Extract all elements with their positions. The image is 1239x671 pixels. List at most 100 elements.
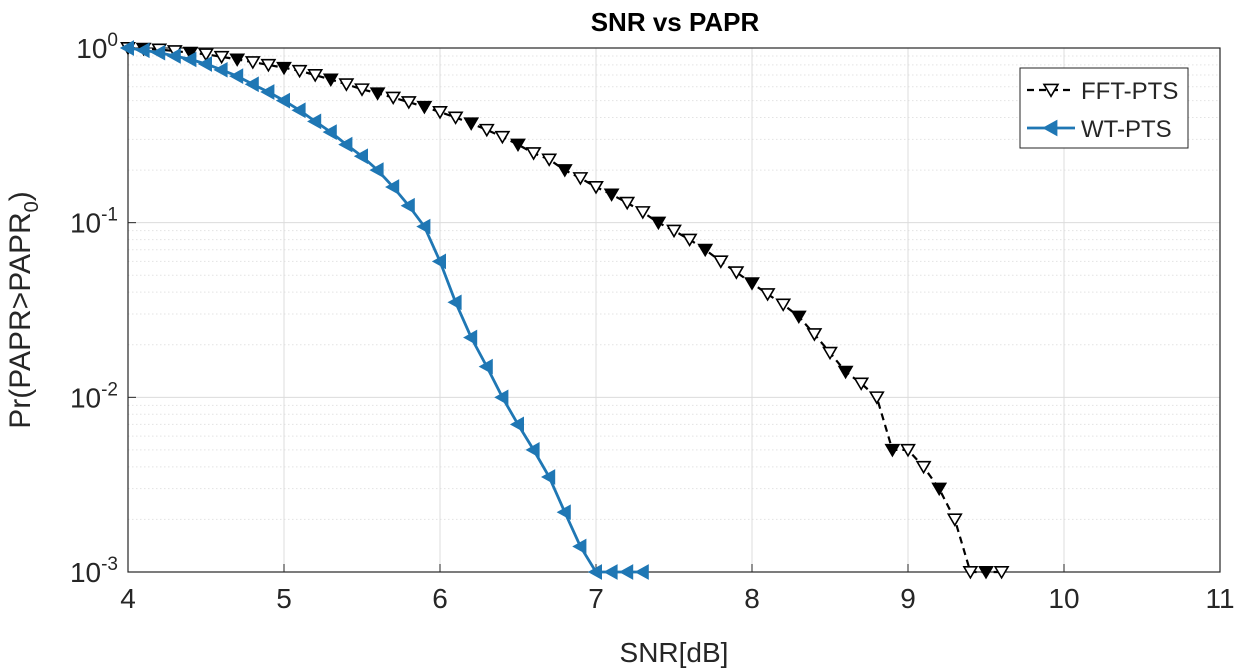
data-point — [587, 564, 602, 580]
data-point — [712, 255, 729, 269]
data-point — [634, 206, 651, 220]
data-point — [369, 162, 384, 178]
data-point — [962, 566, 979, 580]
data-point — [151, 44, 166, 61]
data-point — [510, 138, 526, 152]
data-point — [463, 329, 478, 346]
data-point — [244, 56, 261, 70]
data-point — [572, 538, 587, 555]
data-point — [166, 48, 181, 64]
data-point — [572, 172, 589, 186]
data-point — [931, 482, 948, 497]
data-point — [884, 443, 901, 458]
x-tick-label: 7 — [588, 583, 604, 614]
data-point — [400, 197, 415, 214]
data-point — [416, 100, 433, 115]
data-point — [525, 147, 542, 161]
data-point — [697, 243, 714, 258]
data-point — [806, 328, 823, 342]
data-point — [744, 277, 760, 291]
x-tick-label: 4 — [120, 583, 136, 614]
data-point — [634, 564, 649, 580]
data-point — [135, 42, 150, 59]
data-point — [619, 196, 636, 211]
x-tick-label: 9 — [900, 583, 916, 614]
data-point — [182, 46, 199, 61]
series-wt-pts — [119, 40, 649, 580]
legend-label-fft-pts: FFT-PTS — [1081, 78, 1178, 105]
y-tick-label: 10-2 — [70, 379, 118, 413]
series-fft-pts — [120, 42, 1010, 580]
data-point — [338, 78, 355, 92]
data-point — [353, 148, 368, 165]
data-point — [822, 346, 838, 361]
data-point — [525, 442, 540, 458]
y-tick-label: 100 — [76, 30, 118, 64]
y-tick-label: 10-3 — [70, 554, 118, 588]
x-tick-label: 8 — [744, 583, 760, 614]
y-tick-base: 10 — [70, 208, 101, 239]
legend: FFT-PTS WT-PTS — [1019, 67, 1189, 149]
data-point — [229, 53, 246, 67]
data-point — [197, 56, 212, 72]
data-point — [650, 216, 667, 231]
data-point — [478, 358, 493, 375]
data-point — [275, 92, 290, 109]
data-point — [603, 188, 620, 202]
data-point — [494, 389, 509, 406]
data-point — [307, 69, 324, 83]
x-axis-label: SNR[dB] — [620, 637, 729, 668]
legend-items: FFT-PTS WT-PTS — [1027, 78, 1178, 143]
y-tick-exponent: -3 — [101, 554, 118, 575]
data-point — [322, 73, 339, 87]
data-point — [322, 124, 337, 140]
data-point — [447, 111, 464, 125]
data-point — [244, 76, 259, 93]
data-point — [431, 253, 446, 270]
data-point — [182, 51, 197, 68]
data-point — [681, 233, 698, 248]
y-axis-label-close: ) — [4, 191, 37, 201]
data-point — [759, 288, 776, 302]
x-tick-label: 11 — [1205, 583, 1234, 614]
data-point — [119, 40, 134, 56]
data-point — [260, 58, 277, 73]
data-point — [790, 310, 807, 324]
data-point — [915, 460, 932, 475]
series-line-wt-pts — [127, 46, 643, 574]
data-point — [198, 48, 214, 62]
data-point — [556, 504, 571, 521]
data-point — [416, 218, 431, 235]
data-point — [541, 153, 558, 167]
series-layer — [119, 40, 1010, 580]
x-tick-label: 10 — [1048, 583, 1079, 614]
data-point — [494, 130, 511, 145]
legend-label-wt-pts: WT-PTS — [1081, 116, 1172, 143]
data-point — [432, 106, 448, 120]
x-tick-label: 5 — [276, 583, 292, 614]
y-axis-label-subscript: 0 — [21, 201, 43, 212]
legend-marker-fft-pts — [1042, 83, 1060, 98]
data-point — [868, 391, 885, 405]
data-point — [900, 443, 916, 458]
data-point — [978, 566, 994, 580]
data-point — [603, 564, 618, 580]
legend-marker-wt-pts — [1042, 119, 1058, 137]
data-point — [338, 136, 353, 153]
data-point — [478, 123, 495, 138]
data-point — [666, 224, 682, 239]
data-point — [385, 91, 402, 106]
data-point — [463, 117, 480, 131]
data-point — [837, 365, 854, 380]
data-point — [213, 50, 230, 65]
x-axis-ticks: 4 5 6 7 8 9 10 11 — [120, 564, 1235, 614]
data-point — [354, 83, 370, 97]
data-point — [369, 87, 386, 101]
data-point — [307, 113, 322, 130]
data-point — [447, 294, 462, 311]
data-point — [588, 181, 604, 195]
chart-title: SNR vs PAPR — [591, 7, 760, 37]
data-point — [509, 416, 524, 433]
data-point — [556, 164, 573, 178]
